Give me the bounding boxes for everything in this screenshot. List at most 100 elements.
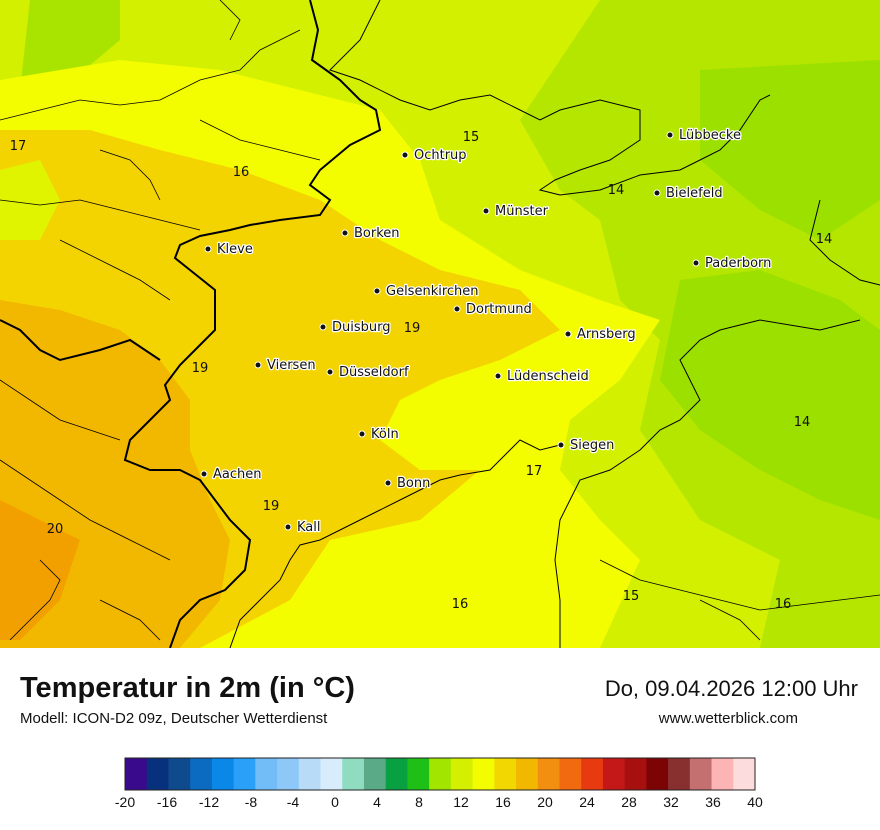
city-marker: Borken [341, 225, 401, 242]
city-label: Düsseldorf [339, 365, 409, 380]
temperature-map-canvas: 17 15 16 14 14 19 19 14 17 19 20 16 15 16 Lübbecke Och… [0, 0, 880, 648]
field-12-northwest [20, 0, 120, 90]
city-label: Borken [354, 226, 400, 241]
admin-lines-be [0, 379, 171, 641]
city-marker: Lübbecke [666, 127, 742, 144]
city-marker: Düsseldorf [326, 364, 410, 381]
city-label: Arnsberg [577, 327, 636, 342]
color-legend: -20 -16 -12 -8 -4 0 4 8 12 16 20 24 28 32 36 40 [0, 752, 880, 812]
city-marker: Köln [358, 426, 400, 443]
city-label: Dortmund [466, 302, 532, 317]
temperature-map: 17 15 16 14 14 19 19 14 17 19 20 16 15 16 Lübbecke Och… [0, 0, 880, 648]
city-label: Paderborn [705, 256, 771, 271]
legend-tick-label: 8 [415, 794, 423, 810]
legend-swatch [233, 758, 256, 790]
borders [0, 0, 880, 648]
legend-swatch [168, 758, 191, 790]
city-dot [358, 430, 366, 438]
isoline-label: 15 [623, 589, 640, 604]
city-dot [341, 229, 349, 237]
legend-swatch [342, 758, 365, 790]
legend-swatch [190, 758, 213, 790]
isoline-label: 17 [526, 464, 543, 479]
isoline-label: 16 [775, 597, 792, 612]
forecast-datetime: Do, 09.04.2026 12:00 Uhr [604, 676, 858, 701]
city-dot [401, 151, 409, 159]
city-marker: Münster [482, 203, 550, 220]
legend-swatch [255, 758, 278, 790]
legend-swatch [646, 758, 669, 790]
model-source-text: Modell: ICON-D2 09z, Deutscher Wetterdie… [20, 710, 328, 727]
isoline-label: 14 [608, 183, 625, 198]
isoline-label: 14 [794, 415, 811, 430]
city-dot [453, 305, 461, 313]
city-dot [204, 245, 212, 253]
legend-tick-label: 12 [453, 794, 469, 810]
legend-swatch [689, 758, 713, 790]
city-label: Ochtrup [414, 148, 467, 163]
legend-tick-label: -20 [115, 794, 135, 810]
legend-swatch [559, 758, 582, 790]
isoline-label: 16 [233, 165, 250, 180]
city-dot [319, 323, 327, 331]
legend-swatch [125, 758, 148, 790]
city-label: Viersen [267, 358, 316, 373]
legend-tick-label: -16 [157, 794, 177, 810]
legend-tick-label: 16 [495, 794, 511, 810]
city-dot [482, 207, 490, 215]
website-link[interactable]: www.wetterblick.com [658, 710, 798, 727]
legend-tick-label: 36 [705, 794, 721, 810]
legend-tick-label: -4 [287, 794, 300, 810]
admin-lines-nl [0, 0, 321, 301]
legend-tick-label: 4 [373, 794, 381, 810]
legend-swatch [363, 758, 387, 790]
city-dot [692, 259, 700, 267]
city-dot [326, 368, 334, 376]
city-marker: Siegen [557, 437, 616, 454]
field-12-east-patches [660, 60, 880, 520]
legend-swatch [385, 758, 408, 790]
city-dot [557, 441, 565, 449]
national-border-nl [123, 0, 382, 648]
city-label: Gelsenkirchen [386, 284, 479, 299]
city-dot [653, 189, 661, 197]
state-border-nrw-rp [229, 439, 561, 648]
legend-tick-label: 20 [537, 794, 553, 810]
isoline-label: 20 [47, 522, 64, 537]
legend-swatch [602, 758, 626, 790]
legend-tick-label: 28 [621, 794, 637, 810]
city-label: Münster [495, 204, 549, 219]
city-label: Lübbecke [679, 128, 741, 143]
map-footer: Temperatur in 2m (in °C) Modell: ICON-D2… [0, 648, 880, 830]
city-marker: Viersen [254, 357, 317, 374]
legend-frame [124, 757, 756, 791]
city-dot [373, 287, 381, 295]
city-dot [254, 361, 262, 369]
legend-swatch [211, 758, 235, 790]
field-20-21 [0, 500, 80, 640]
legend-swatch [407, 758, 430, 790]
legend-tick-label: -8 [245, 794, 258, 810]
city-marker: Kleve [204, 241, 254, 258]
city-dot [494, 372, 502, 380]
city-marker: Aachen [200, 466, 263, 483]
city-label: Aachen [213, 467, 261, 482]
legend-swatch [581, 758, 604, 790]
isoline-label: 14 [816, 232, 833, 247]
legend-tick-label: 40 [747, 794, 763, 810]
city-marker: Arnsberg [564, 326, 637, 343]
city-label: Lüdenscheid [507, 369, 589, 384]
national-border-be [0, 319, 161, 362]
city-label: Bielefeld [666, 186, 723, 201]
legend-swatch [624, 758, 647, 790]
city-label: Bonn [397, 476, 430, 491]
legend-swatch [450, 758, 474, 790]
city-label: Siegen [570, 438, 614, 453]
admin-lines-de-south [599, 559, 880, 641]
map-title: Temperatur in 2m (in °C) [20, 672, 355, 704]
legend-swatch [429, 758, 452, 790]
isoline-label: 19 [263, 499, 280, 514]
legend-tick-label: 24 [579, 794, 595, 810]
legend-swatch [277, 758, 300, 790]
legend-swatch [516, 758, 539, 790]
